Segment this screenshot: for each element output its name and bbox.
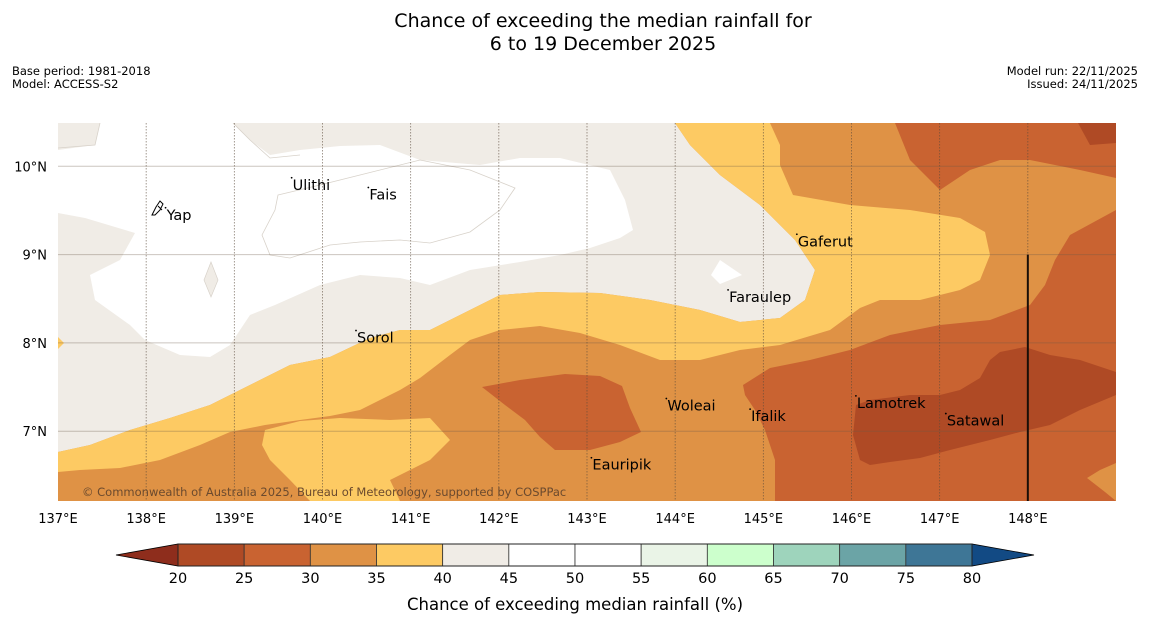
- colorbar-bin: [508, 543, 576, 567]
- contour-line: [58, 123, 516, 259]
- title-line-1: Chance of exceeding the median rainfall …: [394, 10, 812, 32]
- region-35-40: [58, 123, 990, 472]
- region-35-40-edge: [58, 337, 64, 349]
- place-marker: [367, 186, 370, 189]
- place-marker: [749, 408, 752, 411]
- place-marker: [355, 329, 357, 332]
- region-25-30-central: [482, 374, 641, 450]
- meta-right: Model run: 22/11/2025 Issued: 24/11/2025: [1007, 65, 1138, 91]
- colorbar-tick-label: 40: [433, 571, 451, 587]
- colorbar-tick-label: 70: [830, 571, 848, 587]
- colorbar-bin: [574, 543, 642, 567]
- lon-tick-label: 143°E: [567, 512, 607, 527]
- place-marker: [795, 233, 798, 236]
- colorbar-tick-label: 30: [301, 571, 319, 587]
- colorbar-bin: [839, 543, 907, 567]
- colorbar-under-extend: [115, 543, 179, 567]
- lon-tick-label: 144°E: [655, 512, 695, 527]
- lon-tick-label: 141°E: [391, 512, 431, 527]
- colorbar-tick-label: 65: [764, 571, 782, 587]
- colorbar-tick-label: 20: [169, 571, 187, 587]
- place-label: Sorol: [357, 331, 394, 347]
- lon-tick-label: 142°E: [479, 512, 519, 527]
- place-marker: [164, 206, 167, 209]
- region-20-25-northeast-corner: [1078, 123, 1116, 145]
- place-marker: [665, 397, 668, 400]
- colorbar: 20 25 30 35 40 45 50 55 60 65 70 75 80: [115, 543, 1035, 587]
- gridlines: [58, 123, 1116, 501]
- place-label: Faraulep: [729, 290, 791, 306]
- place-label: Yap: [166, 208, 192, 224]
- place-marker: [590, 456, 593, 459]
- place-label: Gaferut: [798, 234, 853, 250]
- colorbar-tick-label: 60: [698, 571, 716, 587]
- colorbar-outline: [177, 543, 973, 567]
- lat-tick-label: 7°N: [23, 425, 48, 440]
- lon-tick-label: 137°E: [38, 512, 78, 527]
- region-40-45-diamond: [203, 261, 219, 298]
- lat-tick-label: 10°N: [14, 160, 47, 175]
- place-marker: [727, 289, 729, 291]
- longitude-axis: 137°E 138°E 139°E 140°E 141°E 142°E 143°E 144°E…: [38, 512, 1047, 527]
- title-line-2: 6 to 19 December 2025: [489, 33, 717, 55]
- colorbar-tick-label: 50: [566, 571, 584, 587]
- lon-tick-label: 148°E: [1008, 512, 1048, 527]
- place-label: Ulithi: [293, 178, 331, 194]
- colorbar-bin: [376, 543, 444, 567]
- colorbar-tick-label: 25: [235, 571, 253, 587]
- colorbar-bin: [773, 543, 841, 567]
- place-label: Lamotrek: [857, 396, 926, 412]
- colorbar-tick-label: 80: [963, 571, 981, 587]
- region-45-55-faraulep: [711, 260, 742, 284]
- model-name: Model: ACCESS-S2: [12, 77, 119, 91]
- region-35-40-sw: [262, 418, 450, 501]
- place-label: Eauripik: [592, 458, 651, 474]
- place-label: Woleai: [667, 399, 715, 415]
- colorbar-tick-label: 35: [367, 571, 385, 587]
- place-label: Fais: [369, 187, 396, 203]
- place-marker: [290, 176, 293, 179]
- latitude-axis: 10°N 9°N 8°N 7°N: [14, 160, 47, 440]
- place-label: Satawal: [947, 414, 1004, 430]
- lon-tick-label: 140°E: [303, 512, 343, 527]
- colorbar-bin: [706, 543, 774, 567]
- meta-left: Base period: 1981-2018 Model: ACCESS-S2: [12, 65, 151, 91]
- base-period: Base period: 1981-2018: [12, 64, 151, 78]
- colorbar-tick-label: 55: [632, 571, 650, 587]
- colorbar-label: Chance of exceeding median rainfall (%): [407, 595, 743, 614]
- lon-tick-label: 146°E: [832, 512, 872, 527]
- lon-tick-label: 138°E: [126, 512, 166, 527]
- colorbar-bin: [243, 543, 311, 567]
- region-30-35-southeast: [1087, 463, 1116, 501]
- colorbar-tick-label: 75: [897, 571, 915, 587]
- colorbar-bin: [309, 543, 377, 567]
- map-plot-area: © Commonwealth of Australia 2025, Bureau…: [58, 123, 1116, 501]
- colorbar-over-extend: [971, 543, 1035, 567]
- copyright-notice: © Commonwealth of Australia 2025, Bureau…: [82, 485, 566, 499]
- place-marker: [944, 412, 947, 415]
- model-run: Model run: 22/11/2025: [1006, 64, 1138, 78]
- region-25-30-northeast: [895, 123, 1116, 190]
- place-marker: [855, 395, 857, 397]
- yap-island-icon: [151, 200, 164, 216]
- colorbar-bin: [177, 543, 245, 567]
- lon-tick-label: 147°E: [920, 512, 960, 527]
- region-45-55-north: [58, 123, 633, 357]
- lon-tick-label: 139°E: [215, 512, 255, 527]
- chart-title: Chance of exceeding the median rainfall …: [0, 10, 1150, 56]
- lon-tick-label: 145°E: [744, 512, 784, 527]
- colorbar-tick-label: 45: [500, 571, 518, 587]
- place-label: Ifalik: [751, 409, 786, 425]
- region-20-25-east: [853, 347, 1116, 465]
- lat-tick-label: 9°N: [23, 249, 48, 264]
- place-labels: Yap Ulithi Fais Gaferut Faraulep Sorol Woleai I…: [164, 176, 1004, 474]
- colorbar-bin: [905, 543, 973, 567]
- colorbar-bin: [640, 543, 708, 567]
- colorbar-bin: [442, 543, 510, 567]
- lat-tick-label: 8°N: [23, 337, 48, 352]
- issued-date: Issued: 24/11/2025: [1027, 77, 1138, 91]
